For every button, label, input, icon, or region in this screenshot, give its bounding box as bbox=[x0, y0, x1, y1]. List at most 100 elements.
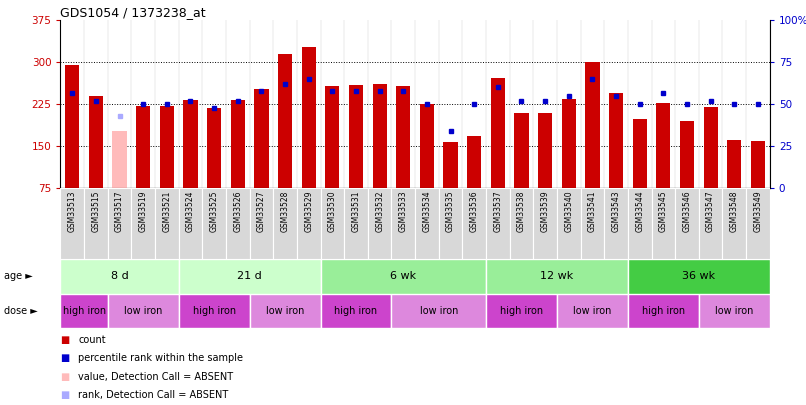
Bar bbox=[84, 188, 108, 259]
Text: ■: ■ bbox=[60, 335, 69, 345]
Text: GSM33545: GSM33545 bbox=[659, 190, 668, 232]
Bar bbox=[604, 188, 628, 259]
Bar bbox=[585, 62, 600, 188]
Bar bbox=[562, 99, 575, 188]
Bar bbox=[108, 188, 131, 259]
Text: GSM33525: GSM33525 bbox=[210, 190, 218, 232]
Bar bbox=[397, 86, 410, 188]
Text: GSM33534: GSM33534 bbox=[422, 190, 431, 232]
Text: ■: ■ bbox=[60, 354, 69, 363]
Bar bbox=[438, 188, 463, 259]
Bar bbox=[514, 113, 529, 188]
Bar bbox=[392, 294, 486, 328]
Text: GSM33524: GSM33524 bbox=[186, 190, 195, 232]
Bar bbox=[321, 188, 344, 259]
Text: GSM33530: GSM33530 bbox=[328, 190, 337, 232]
Bar bbox=[179, 188, 202, 259]
Text: GSM33513: GSM33513 bbox=[68, 190, 77, 232]
Bar bbox=[392, 188, 415, 259]
Bar bbox=[415, 188, 438, 259]
Text: high iron: high iron bbox=[63, 306, 106, 316]
Bar bbox=[60, 188, 84, 259]
Bar bbox=[131, 188, 155, 259]
Text: GSM33546: GSM33546 bbox=[683, 190, 692, 232]
Bar bbox=[675, 188, 699, 259]
Text: GSM33543: GSM33543 bbox=[612, 190, 621, 232]
Text: GSM33526: GSM33526 bbox=[233, 190, 243, 232]
Text: low iron: low iron bbox=[124, 306, 162, 316]
Bar bbox=[155, 188, 179, 259]
Bar bbox=[89, 96, 103, 188]
Bar bbox=[699, 188, 722, 259]
Text: GSM33541: GSM33541 bbox=[588, 190, 597, 232]
Bar bbox=[321, 259, 486, 294]
Bar bbox=[250, 294, 321, 328]
Bar bbox=[486, 188, 509, 259]
Text: GSM33532: GSM33532 bbox=[375, 190, 384, 232]
Text: 6 wk: 6 wk bbox=[390, 271, 417, 281]
Text: GSM33538: GSM33538 bbox=[517, 190, 526, 232]
Bar bbox=[179, 294, 250, 328]
Text: GSM33539: GSM33539 bbox=[541, 190, 550, 232]
Bar bbox=[278, 54, 292, 188]
Text: low iron: low iron bbox=[715, 306, 754, 316]
Bar bbox=[722, 188, 746, 259]
Bar bbox=[60, 294, 108, 328]
Bar bbox=[486, 259, 628, 294]
Text: GSM33519: GSM33519 bbox=[139, 190, 147, 232]
Bar bbox=[231, 100, 245, 188]
Text: GSM33547: GSM33547 bbox=[706, 190, 715, 232]
Bar bbox=[699, 294, 770, 328]
Text: low iron: low iron bbox=[420, 306, 458, 316]
Bar bbox=[538, 113, 552, 188]
Text: ■: ■ bbox=[60, 372, 69, 382]
Bar bbox=[136, 106, 150, 188]
Bar bbox=[557, 188, 580, 259]
Text: low iron: low iron bbox=[266, 306, 304, 316]
Bar bbox=[557, 294, 628, 328]
Bar bbox=[202, 188, 226, 259]
Text: high iron: high iron bbox=[193, 306, 235, 316]
Bar bbox=[651, 188, 675, 259]
Bar bbox=[633, 119, 646, 188]
Text: value, Detection Call = ABSENT: value, Detection Call = ABSENT bbox=[78, 372, 233, 382]
Text: dose ►: dose ► bbox=[4, 306, 38, 316]
Bar bbox=[420, 104, 434, 188]
Bar bbox=[60, 259, 179, 294]
Text: GSM33527: GSM33527 bbox=[257, 190, 266, 232]
Bar bbox=[609, 93, 623, 188]
Text: GSM33531: GSM33531 bbox=[351, 190, 360, 232]
Bar bbox=[160, 106, 174, 188]
Text: high iron: high iron bbox=[500, 306, 543, 316]
Text: 36 wk: 36 wk bbox=[682, 271, 716, 281]
Bar bbox=[255, 89, 268, 188]
Bar bbox=[580, 188, 604, 259]
Bar bbox=[656, 102, 671, 188]
Bar bbox=[372, 83, 387, 188]
Text: GSM33528: GSM33528 bbox=[280, 190, 289, 232]
Bar bbox=[680, 121, 694, 188]
Text: 12 wk: 12 wk bbox=[540, 271, 574, 281]
Text: 8 d: 8 d bbox=[110, 271, 128, 281]
Bar bbox=[727, 140, 742, 188]
Text: GSM33515: GSM33515 bbox=[91, 190, 101, 232]
Bar bbox=[746, 188, 770, 259]
Text: GSM33533: GSM33533 bbox=[399, 190, 408, 232]
Bar bbox=[628, 188, 651, 259]
Bar bbox=[273, 188, 297, 259]
Text: 21 d: 21 d bbox=[237, 271, 262, 281]
Bar bbox=[207, 108, 221, 188]
Bar bbox=[65, 65, 79, 188]
Text: age ►: age ► bbox=[4, 271, 33, 281]
Bar bbox=[321, 294, 392, 328]
Text: GSM33529: GSM33529 bbox=[304, 190, 314, 232]
Text: rank, Detection Call = ABSENT: rank, Detection Call = ABSENT bbox=[78, 390, 228, 400]
Text: high iron: high iron bbox=[642, 306, 685, 316]
Bar bbox=[443, 142, 458, 188]
Bar bbox=[326, 86, 339, 188]
Bar bbox=[113, 131, 127, 188]
Bar bbox=[467, 136, 481, 188]
Text: GSM33540: GSM33540 bbox=[564, 190, 573, 232]
Bar bbox=[184, 100, 197, 188]
Bar bbox=[509, 188, 534, 259]
